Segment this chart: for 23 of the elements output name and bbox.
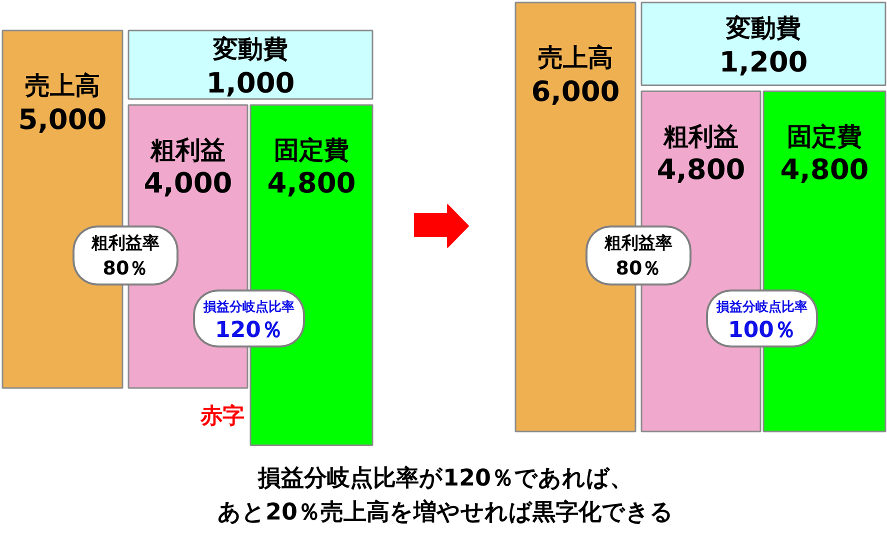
category-label: 売上高 — [538, 43, 613, 72]
data-label: 5,000 — [18, 103, 107, 136]
category-label: 固定費 — [274, 136, 349, 164]
data-label: 6,000 — [531, 75, 620, 108]
category-label: 粗利益 — [150, 136, 226, 164]
data-label: 4,800 — [780, 152, 869, 186]
data-label: 4,800 — [267, 166, 356, 200]
text: 損益分岐点比率 120％ — [202, 299, 294, 343]
text: 損益分岐点比率 100％ — [716, 299, 808, 343]
data-label: 1,200 — [719, 45, 808, 78]
data-label: 1,000 — [206, 66, 295, 100]
text: 赤字 — [200, 403, 244, 430]
category-label: 固定費 — [787, 122, 862, 151]
text: あと20％売上高を増やせれば黒字化できる — [217, 498, 674, 526]
data-label: 4,000 — [144, 166, 232, 200]
data-label: 4,800 — [656, 152, 746, 186]
category-label: 粗利益 — [664, 122, 738, 151]
category-label: 売上高 — [25, 71, 100, 100]
category-label: 変動費 — [212, 34, 288, 64]
category-label: 変動費 — [726, 13, 801, 42]
text: 損益分岐点比率が120％であれば、 — [256, 464, 634, 492]
text: 粗利益率 80％ — [604, 234, 672, 280]
text: 粗利益率 80％ — [90, 234, 160, 280]
